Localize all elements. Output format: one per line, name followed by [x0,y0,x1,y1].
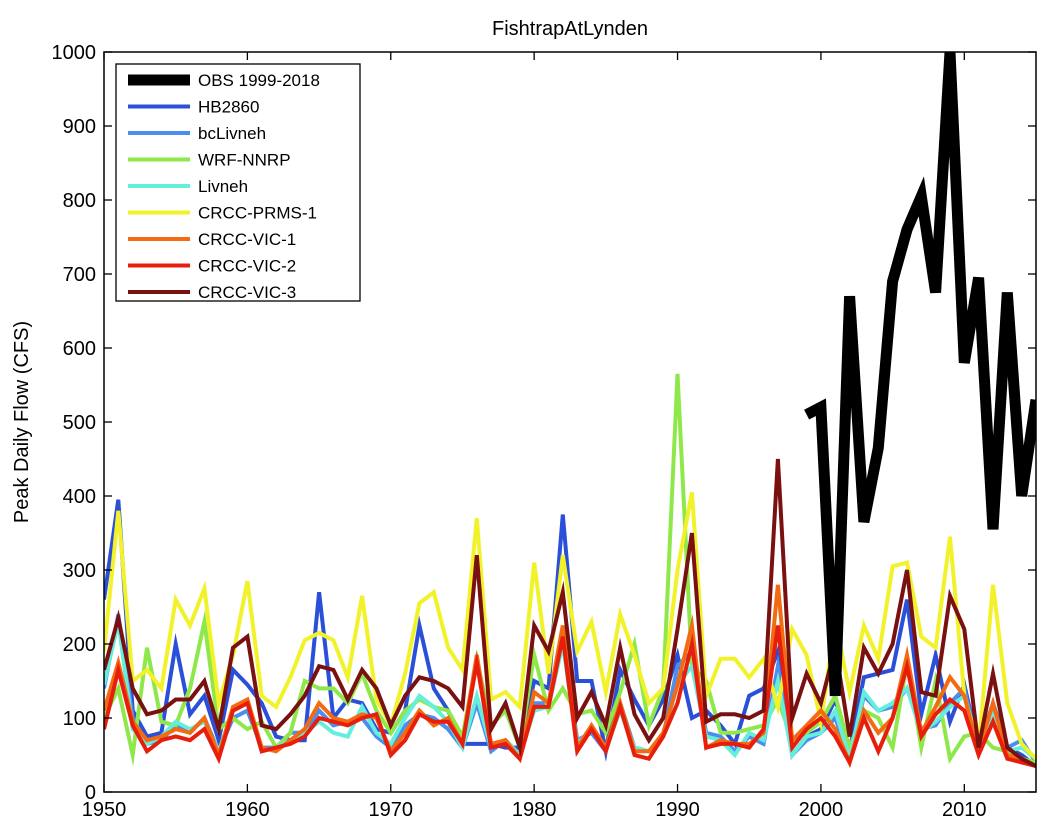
x-tick-label: 1990 [655,799,700,819]
legend-label: HB2860 [198,98,259,117]
series-line-crcc-vic-2 [104,625,1036,769]
y-tick-label: 900 [63,116,96,138]
x-tick-label: 1950 [82,799,127,819]
series-line-crcc-vic-3 [104,458,1036,768]
y-tick-label: 400 [63,486,96,508]
x-tick-label: 1970 [369,799,414,819]
y-axis-label: Peak Daily Flow (CFS) [11,321,33,523]
y-tick-label: 500 [63,412,96,434]
legend-box [115,63,361,302]
series-line-crcc-prms-1 [104,491,1036,761]
chart-title: FishtrapAtLynden [492,18,648,40]
axis-layer: 1950 1960 1970 1980 1990 2000 2010 0 100 200 300 40… [52,42,1036,819]
y-tick-label: 100 [63,708,96,730]
x-tick-label: 2000 [799,799,844,819]
x-tick-label: 1980 [512,799,557,819]
legend-label: OBS 1999-2018 [198,71,320,90]
legend-label: CRCC-VIC-3 [198,283,296,302]
legend-label: CRCC-VIC-2 [198,257,296,276]
y-tick-label: 800 [63,190,96,212]
series-line-obs-1999-2018 [804,52,1036,697]
x-tick-label: 1960 [225,799,270,819]
legend-label: WRF-NNRP [198,151,291,170]
legend-label: CRCC-VIC-1 [198,230,296,249]
y-tick-label: 0 [85,782,96,804]
legend-label: Livneh [198,177,248,196]
legend-label: bcLivneh [198,124,266,143]
y-tick-label: 200 [63,634,96,656]
y-tick-label: 1000 [52,42,97,64]
y-tick-label: 700 [63,264,96,286]
y-tick-label: 300 [63,560,96,582]
x-tick-label: 2010 [942,799,987,819]
legend-label: CRCC-PRMS-1 [198,204,317,223]
legend: OBS 1999-2018 HB2860 bcLivneh WRF-NNRP Livne… [115,63,361,302]
series-layer [104,52,1036,769]
y-tick-label: 600 [63,338,96,360]
